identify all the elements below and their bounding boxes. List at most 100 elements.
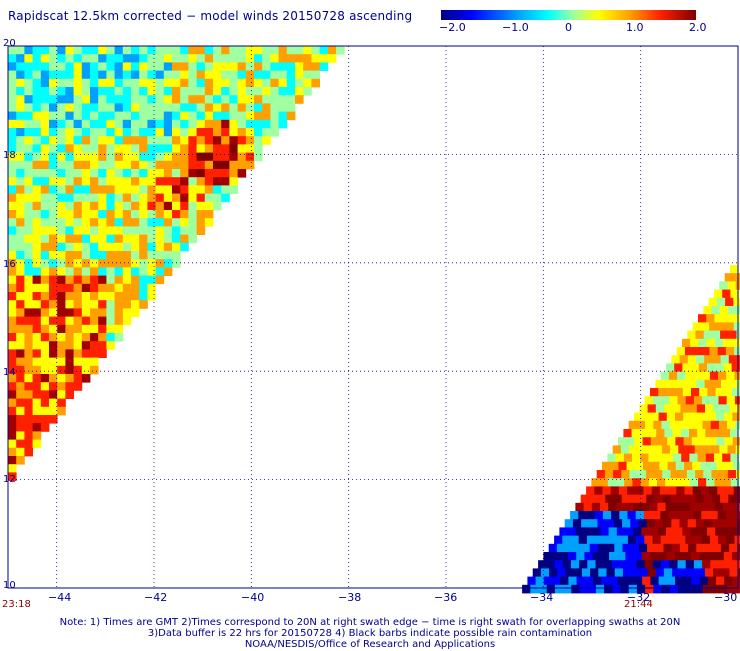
data-cell (717, 298, 726, 307)
data-cell (728, 445, 737, 454)
data-cell (24, 317, 33, 326)
data-cell (570, 511, 579, 520)
data-cell (90, 95, 99, 104)
data-cell (90, 267, 99, 276)
data-cell (593, 577, 602, 586)
data-cell (627, 486, 636, 495)
data-cell (8, 325, 17, 334)
data-cell (106, 235, 115, 244)
data-cell (677, 511, 686, 520)
data-cell (560, 577, 569, 586)
data-cell (670, 585, 679, 594)
data-cell (732, 552, 740, 561)
data-cell (106, 112, 115, 121)
data-cell (279, 112, 288, 121)
y-tick-label: 18 (3, 150, 16, 161)
data-cell (24, 71, 33, 80)
data-cell (587, 511, 596, 520)
data-cell (584, 552, 593, 561)
data-cell (188, 136, 197, 145)
data-cell (123, 120, 132, 129)
data-cell (98, 185, 107, 194)
data-cell (41, 267, 50, 276)
data-cell (156, 54, 165, 63)
data-cell (707, 339, 716, 348)
data-cell (139, 177, 148, 186)
data-cell (197, 177, 206, 186)
data-cell (41, 349, 50, 358)
data-cell (686, 396, 695, 405)
data-cell (732, 577, 740, 586)
data-cell (662, 585, 671, 594)
data-cell (205, 177, 214, 186)
data-cell (8, 431, 17, 440)
data-cell (24, 87, 33, 96)
data-cell (580, 585, 589, 594)
data-cell (674, 527, 683, 536)
data-cell (172, 185, 181, 194)
data-cell (33, 440, 42, 449)
data-cell (666, 552, 675, 561)
data-cell (82, 161, 91, 170)
data-cell (188, 71, 197, 80)
data-cell (156, 62, 165, 71)
data-cell (713, 568, 722, 577)
data-cell (33, 431, 42, 440)
data-cell (33, 103, 42, 112)
data-cell (98, 128, 107, 137)
data-cell (106, 317, 115, 326)
data-cell (131, 300, 140, 309)
data-cell (115, 112, 124, 121)
data-cell (716, 577, 725, 586)
data-cell (603, 536, 612, 545)
data-cell (701, 347, 710, 356)
data-cell (692, 437, 701, 446)
data-cell (631, 544, 640, 553)
data-cell (106, 243, 115, 252)
data-cell (605, 495, 614, 504)
data-cell (205, 161, 214, 170)
data-cell (568, 527, 577, 536)
data-cell (546, 560, 555, 569)
data-cell (16, 71, 25, 80)
data-cell (74, 243, 83, 252)
data-cell (33, 54, 42, 63)
data-cell (98, 218, 107, 227)
data-cell (590, 544, 599, 553)
data-cell (41, 136, 50, 145)
data-cell (596, 585, 605, 594)
data-cell (254, 153, 263, 162)
data-cell (41, 374, 50, 383)
data-cell (74, 62, 83, 71)
data-cell (41, 153, 50, 162)
data-cell (147, 210, 156, 219)
data-cell (24, 194, 33, 203)
data-cell (690, 339, 699, 348)
data-cell (652, 511, 661, 520)
data-cell (270, 120, 279, 129)
data-cell (147, 46, 156, 55)
data-cell (653, 396, 662, 405)
data-cell (295, 87, 304, 96)
data-cell (33, 243, 42, 252)
data-cell (16, 136, 25, 145)
data-cell (82, 284, 91, 293)
data-cell (621, 445, 630, 454)
data-cell (730, 429, 739, 438)
data-cell (311, 71, 320, 80)
data-cell (24, 112, 33, 121)
data-cell (651, 437, 660, 446)
data-cell (90, 136, 99, 145)
data-cell (669, 560, 678, 569)
data-cell (41, 103, 50, 112)
data-cell (24, 308, 33, 317)
data-cell (703, 585, 712, 594)
data-cell (221, 46, 230, 55)
data-cell (164, 62, 173, 71)
data-cell (172, 169, 181, 178)
data-cell (180, 185, 189, 194)
data-cell (656, 404, 665, 413)
data-cell (156, 95, 165, 104)
data-cell (131, 87, 140, 96)
data-cell (82, 308, 91, 317)
